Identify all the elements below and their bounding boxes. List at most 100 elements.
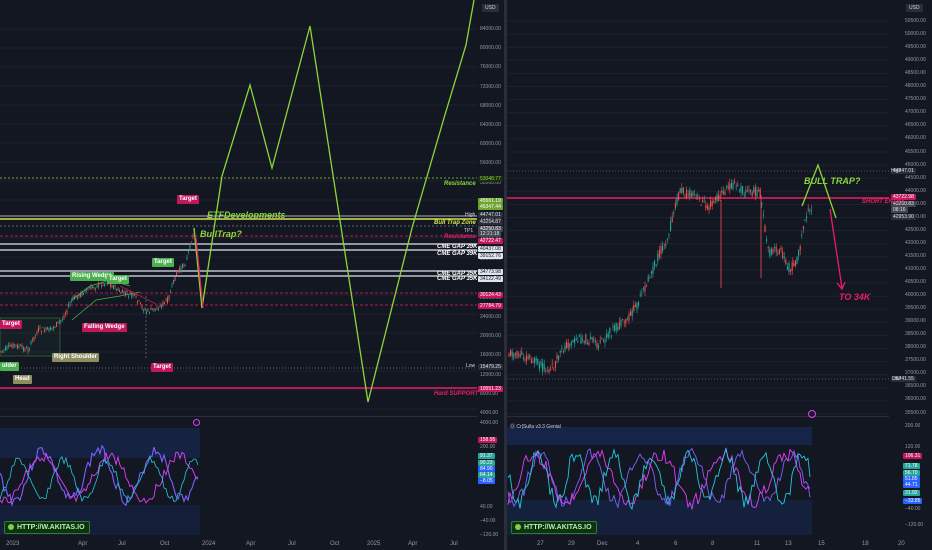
candle-body — [89, 287, 90, 289]
candle-body — [126, 291, 128, 293]
y-tick-label: 41000.00 — [905, 265, 926, 272]
website-badge-right[interactable]: HTTP://W.AKITAS.IO — [511, 521, 597, 534]
candle-body — [62, 318, 63, 320]
pattern-tag: Right Shoulder — [52, 353, 99, 362]
candle-body — [9, 344, 11, 347]
candle-body — [33, 336, 35, 341]
candle-body — [676, 198, 678, 205]
candle-body — [570, 341, 572, 345]
candle-body — [690, 193, 692, 197]
candle-body — [622, 319, 624, 321]
candle-body — [798, 249, 800, 257]
price-label: 10551.23 — [478, 386, 503, 392]
x-tick-label: Apr — [78, 541, 88, 547]
candle-body — [514, 353, 516, 355]
candle-body — [583, 340, 585, 343]
cme-gap-label-4: CME GAP 35K — [437, 276, 478, 282]
candle-body — [775, 247, 777, 252]
high-label: High — [465, 212, 476, 218]
candle-body — [673, 212, 675, 214]
candle-body — [159, 305, 161, 307]
candle-body — [711, 201, 713, 206]
candle-body — [740, 186, 742, 193]
candle-body — [56, 322, 57, 327]
candle-body — [588, 342, 590, 345]
candle-body — [14, 344, 15, 346]
candle-body — [185, 265, 186, 267]
candle-body — [45, 327, 47, 330]
candle-body — [596, 343, 598, 349]
globe-icon — [515, 524, 521, 530]
candle-body — [535, 357, 537, 361]
candle-body — [788, 263, 790, 272]
candle-body — [526, 355, 528, 361]
cme-gap-label-1: CME GAP 39K — [437, 244, 478, 250]
candle-body — [153, 308, 155, 311]
candle-body — [636, 303, 638, 310]
candle-body — [644, 286, 646, 292]
osc-indicator-title[interactable]: Ⓓ Cr|Sulla v3.3 Genial — [510, 424, 561, 430]
y-tick-label: 42000.00 — [905, 239, 926, 246]
candle-body — [524, 359, 526, 361]
candle-body — [612, 326, 614, 328]
candle-body — [66, 310, 68, 313]
candle-body — [161, 304, 162, 308]
osc-tick-label: 40.00 — [480, 504, 493, 510]
candle-body — [670, 221, 672, 231]
y-tick-label: 60000.00 — [480, 141, 501, 148]
candle-body — [585, 334, 587, 344]
globe-icon — [8, 524, 14, 530]
candle-body — [128, 295, 129, 297]
candle-body — [591, 337, 593, 340]
candle-body — [513, 353, 515, 359]
osc-value-label: −33.85 — [903, 498, 923, 504]
candle-body — [750, 189, 752, 192]
pattern-tag: Rising Wedge — [70, 272, 114, 281]
website-badge-left[interactable]: HTTP://W.AKITAS.IO — [4, 521, 90, 534]
price-label: 43254.87 — [478, 219, 503, 225]
candle-body — [679, 188, 681, 194]
candle-body — [53, 326, 54, 329]
candle-body — [99, 283, 101, 285]
right-currency-label[interactable]: USD — [906, 4, 923, 12]
y-tick-label: 38500.00 — [905, 331, 926, 338]
candle-body — [586, 342, 588, 344]
left-currency-label[interactable]: USD — [482, 4, 499, 12]
candle-body — [650, 271, 652, 274]
y-tick-label: 50000.00 — [905, 31, 926, 38]
candle-body — [93, 286, 95, 289]
candle-body — [6, 346, 8, 350]
candle-body — [754, 187, 756, 197]
osc-tick-label: 120.00 — [905, 444, 921, 450]
candle-body — [770, 248, 772, 255]
candle-body — [12, 343, 14, 349]
pane-separator[interactable] — [504, 0, 507, 550]
candle-body — [681, 187, 683, 193]
candle-body — [546, 370, 548, 372]
candle-body — [674, 203, 676, 209]
resistance-mid-label: Resistance — [444, 234, 476, 240]
candle-body — [532, 361, 534, 363]
candle-body — [762, 214, 764, 216]
y-tick-label: 39000.00 — [905, 318, 926, 325]
candle-body — [649, 277, 651, 279]
y-tick-label: 16000.00 — [480, 352, 501, 359]
candle-body — [534, 357, 536, 364]
x-tick-label: 18 — [862, 541, 869, 547]
osc-value-label: 71.78 — [903, 463, 920, 469]
candle-body — [545, 369, 547, 371]
indicator-settings-icon[interactable] — [808, 410, 816, 418]
osc-value-label: 51.85 — [903, 476, 920, 482]
price-label: 43722.98 — [891, 194, 916, 200]
price-label: 44747.01 — [891, 168, 916, 174]
x-tick-label: Dec — [597, 541, 608, 547]
candle-body — [574, 338, 576, 344]
y-tick-label: 46000.00 — [905, 135, 926, 142]
indicator-settings-icon[interactable] — [193, 419, 200, 426]
target-34k-annotation: TO 34K — [839, 292, 871, 302]
candle-body — [32, 339, 33, 341]
osc-line — [0, 455, 199, 503]
candle-body — [542, 362, 544, 372]
candle-body — [179, 267, 180, 271]
osc-value-label: −8.05 — [478, 478, 495, 484]
